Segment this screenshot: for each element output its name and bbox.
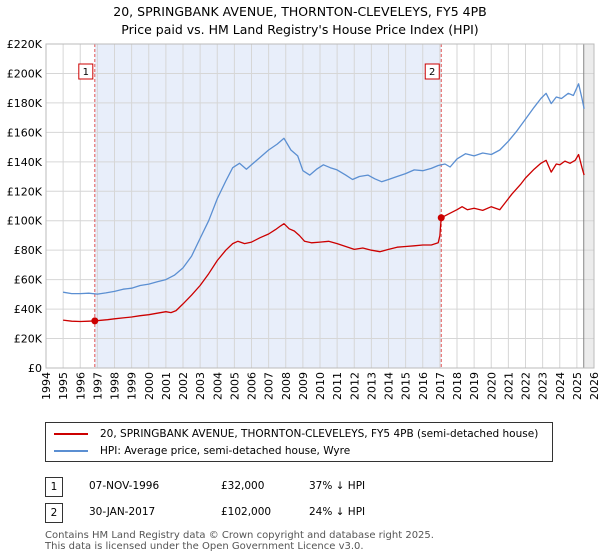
- forecast-shading: [583, 44, 594, 368]
- x-tick-label: 2000: [143, 372, 156, 400]
- footer-line-2: This data is licensed under the Open Gov…: [45, 541, 364, 552]
- y-tick-label: £40K: [14, 303, 43, 316]
- x-tick-label: 2013: [365, 372, 378, 400]
- y-tick-label: £100K: [7, 215, 43, 228]
- chart-subtitle: Price paid vs. HM Land Registry's House …: [121, 22, 479, 37]
- x-tick-label: 2011: [331, 372, 344, 400]
- y-tick-label: £140K: [7, 156, 43, 169]
- x-tick-label: 2014: [383, 372, 396, 400]
- x-tick-label: 2015: [400, 372, 413, 400]
- x-tick-label: 2024: [554, 372, 567, 400]
- x-tick-label: 2007: [263, 372, 276, 400]
- x-tick-label: 2001: [160, 372, 173, 400]
- footer-line-1: Contains HM Land Registry data © Crown c…: [45, 530, 434, 541]
- x-tick-label: 2004: [211, 372, 224, 400]
- transaction-badge-1: 1: [45, 477, 63, 497]
- legend-swatch-hpi: [54, 450, 88, 452]
- price-chart: £0 £20K £40K £60K £80K £100K £120K £140K £160K £1…: [7, 38, 600, 400]
- x-tick-label: 1996: [74, 372, 87, 400]
- legend-item-property: 20, SPRINGBANK AVENUE, THORNTON-CLEVELEY…: [54, 426, 538, 442]
- transaction-delta-1: 37% ↓ HPI: [309, 480, 366, 492]
- x-tick-label: 2003: [194, 372, 207, 400]
- sale-marker-label: 1: [83, 67, 89, 78]
- x-tick-label: 2012: [348, 372, 361, 400]
- x-tick-label: 2022: [520, 372, 533, 400]
- x-tick-label: 2018: [451, 372, 464, 400]
- legend-label-property: 20, SPRINGBANK AVENUE, THORNTON-CLEVELEY…: [100, 428, 539, 440]
- plot-frame: [45, 43, 595, 369]
- x-tick-label: 1994: [40, 372, 53, 400]
- y-tick-label: £0: [28, 362, 42, 375]
- x-tick-label: 2009: [297, 372, 310, 400]
- x-tick-label: 2017: [434, 372, 447, 400]
- y-tick-label: £200K: [7, 67, 43, 80]
- y-tick-label: £120K: [7, 185, 43, 198]
- transaction-delta-2: 24% ↓ HPI: [309, 506, 366, 518]
- x-tick-label: 2002: [177, 372, 190, 400]
- legend-label-hpi: HPI: Average price, semi-detached house,…: [100, 445, 351, 457]
- x-tick-label: 2025: [571, 372, 584, 400]
- y-tick-label: £180K: [7, 97, 43, 110]
- y-tick-label: £80K: [14, 244, 43, 257]
- transaction-badge-2: 2: [45, 503, 63, 523]
- x-tick-label: 1997: [91, 372, 104, 400]
- x-tick-label: 2010: [314, 372, 327, 400]
- x-tick-label: 1995: [57, 372, 70, 400]
- transaction-date-1: 07-NOV-1996: [89, 480, 160, 492]
- footer-attribution: Contains HM Land Registry data © Crown c…: [45, 530, 434, 552]
- legend-swatch-property: [54, 433, 88, 435]
- chart-title: 20, SPRINGBANK AVENUE, THORNTON-CLEVELEY…: [113, 4, 487, 19]
- x-tick-label: 2021: [502, 372, 515, 400]
- chart-legend: 20, SPRINGBANK AVENUE, THORNTON-CLEVELEY…: [45, 422, 553, 462]
- x-tick-label: 1998: [109, 372, 122, 400]
- x-tick-label: 2026: [588, 372, 600, 400]
- sale-marker-badge: [424, 63, 440, 80]
- transaction-date-2: 30-JAN-2017: [89, 506, 156, 518]
- y-tick-label: £60K: [14, 274, 43, 287]
- ownership-shading: [94, 44, 442, 368]
- x-tick-label: 2005: [228, 372, 241, 400]
- x-tick-label: 2008: [280, 372, 293, 400]
- property-price-line: [63, 153, 585, 323]
- sale-marker-label: 2: [429, 67, 435, 78]
- sale-point: [91, 317, 99, 325]
- x-tick-label: 2019: [468, 372, 481, 400]
- y-tick-label: £160K: [7, 126, 43, 139]
- sale-marker-badge: [78, 63, 94, 80]
- legend-item-hpi: HPI: Average price, semi-detached house,…: [54, 443, 350, 459]
- x-tick-label: 2020: [485, 372, 498, 400]
- x-tick-label: 2016: [417, 372, 430, 400]
- transaction-price-1: £32,000: [221, 480, 265, 492]
- hpi-line: [62, 83, 585, 295]
- x-tick-label: 1999: [126, 372, 139, 400]
- sale-point: [437, 214, 445, 222]
- x-tick-label: 2006: [246, 372, 259, 400]
- y-tick-label: £20K: [14, 333, 43, 346]
- y-tick-label: £220K: [7, 38, 43, 51]
- transaction-price-2: £102,000: [221, 506, 272, 518]
- x-tick-label: 2023: [537, 372, 550, 400]
